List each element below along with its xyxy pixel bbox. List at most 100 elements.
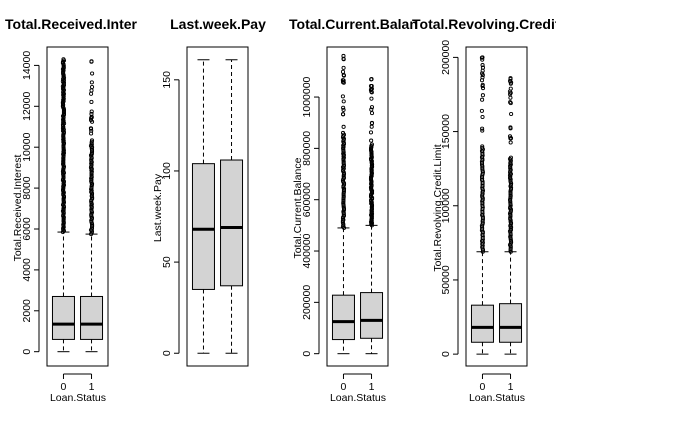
y-tick-label: 150000	[440, 114, 452, 149]
panel-marks-1: 0 50 100 150	[161, 46, 249, 367]
x-axis-label: Loan.Status	[330, 392, 386, 404]
outlier-point	[369, 138, 374, 143]
outlier-point	[89, 80, 94, 85]
outlier-point	[480, 68, 485, 73]
outlier-point	[90, 223, 95, 229]
y-tick-label: 100	[161, 162, 173, 180]
y-tick-label: 200000	[301, 285, 313, 320]
outliers	[507, 76, 514, 254]
outlier-point	[369, 86, 374, 91]
outlier-point	[508, 90, 513, 95]
outlier-point	[369, 77, 374, 82]
outlier-point	[89, 109, 94, 114]
outlier-point	[480, 86, 486, 91]
outlier-point	[480, 114, 485, 120]
outlier-point	[480, 71, 485, 76]
x-tick-label: 0	[480, 381, 486, 393]
y-axis-label: Last.week.Pay	[152, 173, 164, 242]
outlier-point	[341, 107, 346, 112]
y-tick-label: 8000	[21, 176, 33, 200]
plot-frame	[186, 46, 249, 367]
outlier-point	[90, 85, 95, 90]
y-tick-label: 400000	[301, 233, 313, 268]
outlier-point	[341, 72, 346, 78]
outlier-point	[479, 108, 484, 113]
outlier-point	[480, 145, 485, 150]
y-tick-label: 10000	[21, 132, 33, 161]
panel-total-current-balance: Total.Current.Balance Total.Current.Bala…	[289, 16, 434, 404]
y-tick-label: 2000	[21, 299, 33, 323]
y-axis-label: Total.Revolving.Credit.Limit	[432, 144, 444, 271]
y-tick-label: 4000	[21, 258, 33, 282]
y-tick-label: 600000	[301, 182, 313, 217]
outlier-point	[509, 80, 514, 85]
panel-marks-0: 0 2000 4000 6000 8000 10000 12000 14000 0 1	[21, 46, 109, 393]
outlier-point	[340, 94, 345, 99]
x-axis-label: Loan.Status	[50, 392, 106, 404]
y-tick-label: 150	[161, 71, 173, 89]
outlier-point	[369, 142, 374, 147]
y-tick-label: 12000	[21, 92, 33, 121]
outlier-point	[508, 155, 513, 160]
outlier-point	[480, 97, 485, 102]
outlier-point	[340, 69, 346, 74]
y-axis-label: Total.Received.Interest	[12, 155, 24, 262]
box-0	[331, 53, 355, 355]
panel-title: Total.Current.Balance	[289, 16, 434, 32]
outlier-point	[508, 76, 513, 81]
outlier-point	[341, 174, 346, 179]
outlier-point	[369, 83, 374, 89]
outlier-point	[89, 173, 94, 178]
y-tick-label: 0	[21, 349, 33, 355]
outlier-point	[369, 111, 375, 116]
outlier-point	[89, 128, 94, 133]
outlier-point	[369, 120, 375, 126]
plot-frame	[326, 46, 389, 367]
outlier-point	[508, 166, 513, 171]
outlier-point	[369, 107, 374, 112]
box-0	[51, 57, 75, 353]
outliers	[340, 53, 347, 230]
box-iqr	[191, 163, 215, 290]
outlier-point	[508, 101, 513, 106]
outlier-point	[341, 198, 346, 203]
outlier-point	[340, 112, 346, 117]
outlier-point	[480, 75, 485, 80]
box-iqr	[51, 295, 75, 340]
panel-total-revolving-credit-limit: Total.Revolving.Credit.Limit Total.Revol…	[412, 16, 597, 404]
plot-frame	[465, 46, 528, 367]
outlier-point	[340, 130, 346, 136]
outlier-point	[88, 118, 94, 123]
box-iqr	[220, 159, 244, 287]
box-1	[80, 59, 104, 353]
panel-marks-3: 0 50000 100000 150000 200000 0 1	[440, 40, 528, 393]
outlier-point	[341, 148, 346, 153]
outlier-point	[341, 99, 346, 104]
outlier-point	[480, 63, 485, 68]
y-tick-label: 14000	[21, 51, 33, 80]
outlier-point	[90, 71, 95, 76]
box-1	[220, 59, 244, 354]
x-tick-label: 0	[341, 381, 347, 393]
outlier-point	[480, 57, 485, 62]
outlier-point	[368, 130, 374, 135]
outlier-point	[508, 140, 513, 145]
y-tick-label: 0	[161, 350, 173, 356]
outlier-point	[369, 105, 375, 110]
outlier-point	[61, 57, 66, 62]
y-tick-label: 0	[440, 351, 452, 357]
outlier-point	[508, 192, 513, 197]
outlier-point	[508, 200, 513, 205]
box-0	[191, 59, 215, 354]
box-iqr	[80, 295, 104, 340]
y-tick-label: 800000	[301, 131, 313, 166]
outlier-point	[341, 53, 346, 59]
outlier-point	[89, 149, 95, 154]
outlier-point	[480, 128, 485, 133]
box-1	[499, 76, 523, 355]
x-tick-label: 0	[61, 381, 67, 393]
outlier-point	[480, 55, 485, 60]
y-tick-label: 1000000	[301, 76, 313, 117]
panel-title: Total.Revolving.Credit.Limit	[412, 16, 597, 32]
